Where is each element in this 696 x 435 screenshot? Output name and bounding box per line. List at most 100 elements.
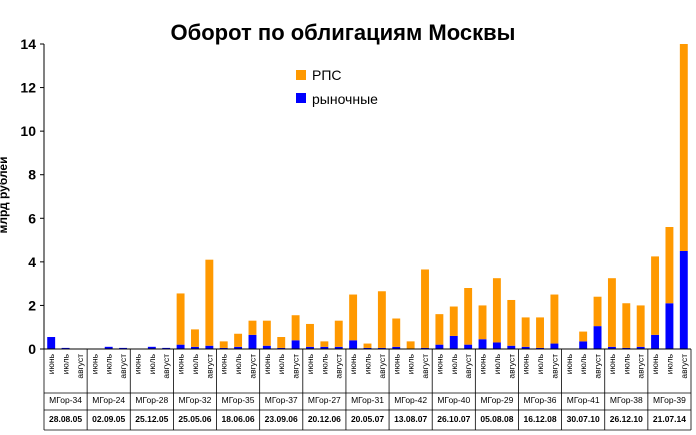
bar-rps (363, 343, 372, 348)
bar-market (651, 334, 660, 349)
month-label: июнь (434, 353, 444, 374)
month-label: август (291, 354, 301, 379)
axes-layer (43, 44, 691, 431)
bar-market (550, 343, 559, 349)
bond-label: МГор-41 (567, 395, 600, 405)
bar-market (363, 347, 372, 349)
y-tick-label: 14 (20, 36, 36, 52)
bar-rps (320, 341, 329, 347)
bar-market (492, 342, 501, 349)
legend-label-market: рыночные (312, 91, 378, 107)
legend-swatch-rps (296, 70, 306, 80)
bar-market (636, 346, 645, 349)
month-label: июль (621, 353, 631, 374)
bar-market (478, 339, 487, 349)
bar-market (392, 346, 401, 349)
bar-market (306, 346, 314, 349)
month-label: июль (578, 353, 588, 374)
month-label: июнь (607, 353, 617, 374)
bond-label: МГор-36 (524, 395, 557, 405)
month-label: август (463, 354, 473, 379)
y-tick-label: 4 (28, 254, 36, 270)
date-label: 18.06.06 (222, 414, 255, 424)
month-label: июнь (219, 353, 229, 374)
bar-rps (176, 293, 185, 345)
month-label: июль (319, 353, 329, 374)
bond-label: МГор-28 (135, 395, 168, 405)
bar-market (176, 344, 185, 349)
month-label: июнь (564, 353, 574, 374)
bar-rps (406, 341, 415, 349)
y-tick-label: 2 (28, 297, 36, 313)
bar-rps (464, 288, 473, 345)
month-label: июль (449, 353, 459, 374)
y-axis-label: млрд рублей (0, 157, 10, 234)
month-label: июнь (176, 353, 186, 374)
month-label: июнь (89, 353, 99, 374)
month-label: август (593, 354, 603, 379)
date-label: 21.07.14 (653, 414, 686, 424)
bar-rps (607, 278, 616, 347)
bar-market (291, 340, 300, 349)
bar-market (579, 341, 588, 349)
bar-rps (377, 291, 386, 348)
month-label: август (549, 354, 559, 379)
month-label: август (377, 354, 387, 379)
bar-market (521, 346, 530, 349)
y-tick-label: 0 (28, 341, 36, 357)
month-label: июль (276, 353, 286, 374)
date-label: 28.08.05 (49, 414, 82, 424)
bar-rps (521, 317, 530, 347)
date-label: 26.10.07 (437, 414, 470, 424)
date-label: 16.12.08 (523, 414, 556, 424)
month-label: август (75, 354, 85, 379)
bar-rps (679, 44, 688, 251)
bar-market (162, 347, 171, 349)
bond-label: МГор-39 (653, 395, 686, 405)
bar-market (377, 347, 386, 349)
bar-market (421, 347, 429, 349)
bar-market (191, 346, 199, 349)
month-label: август (161, 354, 171, 379)
bar-market (536, 347, 544, 349)
month-label: август (636, 354, 646, 379)
month-label: июнь (650, 353, 660, 374)
bar-market (219, 347, 228, 349)
bar-rps (248, 320, 257, 335)
bar-market (320, 346, 329, 349)
bar-rps (507, 299, 516, 346)
bar-rps (478, 305, 487, 340)
bar-market (349, 340, 358, 349)
y-tick-label: 12 (20, 80, 36, 96)
bar-rps (651, 256, 660, 335)
month-label: июль (664, 353, 674, 374)
bar-rps (277, 337, 286, 348)
legend-swatch-market (296, 93, 306, 103)
legend: РПС рыночные (282, 63, 400, 113)
bar-rps (291, 315, 300, 341)
bond-label: МГор-34 (49, 395, 82, 405)
bar-market (277, 347, 286, 349)
bar-market (234, 346, 243, 349)
month-label: июнь (478, 353, 488, 374)
month-label: июнь (132, 353, 142, 374)
bar-rps (205, 259, 214, 346)
month-label: июль (363, 353, 373, 374)
bar-market (334, 346, 343, 349)
bar-market (147, 346, 156, 349)
month-label: июль (492, 353, 502, 374)
bar-rps (593, 296, 602, 327)
bond-label: МГор-38 (610, 395, 643, 405)
bar-market (507, 345, 516, 349)
month-label: июнь (391, 353, 401, 374)
bond-label: МГор-37 (265, 395, 298, 405)
month-label: июнь (348, 353, 358, 374)
bond-label: МГор-31 (351, 395, 384, 405)
bar-market (262, 345, 271, 349)
month-label: июль (104, 353, 114, 374)
bar-rps (191, 329, 199, 347)
legend-label-rps: РПС (312, 67, 342, 83)
bar-rps (622, 303, 631, 348)
bar-market (464, 344, 473, 349)
